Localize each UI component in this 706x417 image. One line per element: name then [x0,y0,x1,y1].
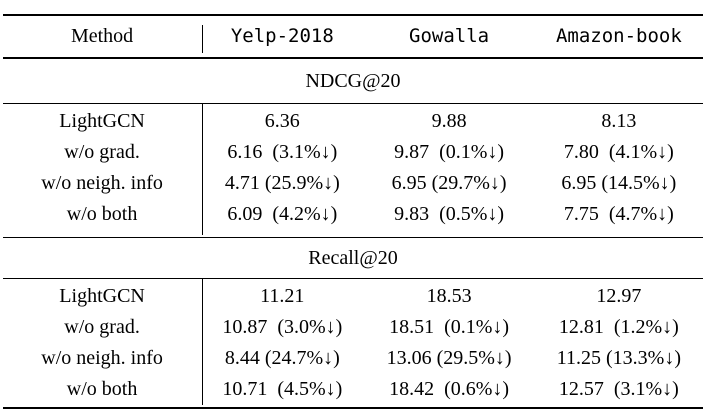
ndcg-section-rule [3,103,703,104]
table-row: w/o both 10.71 (4.5%↓) 18.42 (0.6%↓) 12.… [3,374,703,405]
cell-value: 11.25 (13.3%↓) [556,347,681,369]
mid-section-rule [3,237,703,238]
cell-value: 7.80 (4.1%↓) [563,141,674,163]
table-row: LightGCN 6.36 9.88 8.13 [3,106,703,137]
table-row: w/o both 6.09 (4.2%↓) 9.83 (0.5%↓) 7.75 … [3,199,703,230]
cell-value: 9.87 (0.1%↓) [394,141,505,163]
cell-value: 9.88 [431,110,467,132]
table-row: w/o neigh. info 4.71 (25.9%↓) 6.95 (29.7… [3,168,703,199]
recall-section-rule [3,278,703,279]
ndcg-column-divider [202,104,203,235]
cell-value: 6.95 (29.7%↓) [391,172,507,194]
table-row: LightGCN 11.21 18.53 12.97 [3,281,703,312]
table-header-row: Method Yelp-2018 Gowalla Amazon-book [3,15,703,57]
section-title-ndcg: NDCG@20 [305,69,401,92]
cell-value: 12.57 (3.1%↓) [558,378,679,400]
column-header-amazon-book: Amazon-book [555,25,682,47]
table-row: w/o neigh. info 8.44 (24.7%↓) 13.06 (29.… [3,343,703,374]
cell-value: 11.21 [260,285,305,307]
row-label: LightGCN [59,285,145,307]
column-header-gowalla: Gowalla [409,25,490,47]
cell-value: 18.42 (0.6%↓) [389,378,510,400]
table-row: w/o grad. 10.87 (3.0%↓) 18.51 (0.1%↓) 12… [3,312,703,343]
cell-value: 6.95 (14.5%↓) [561,172,677,194]
cell-value: 13.06 (29.5%↓) [386,347,512,369]
row-label: w/o both [66,203,138,225]
row-label: w/o grad. [64,141,140,163]
row-label: w/o neigh. info [41,347,163,369]
row-label: LightGCN [59,110,145,132]
cell-value: 8.13 [601,110,637,132]
row-label: w/o neigh. info [41,172,163,194]
header-bottom-rule [3,57,703,59]
cell-value: 6.09 (4.2%↓) [227,203,338,225]
recall-column-divider [202,279,203,405]
cell-value: 6.16 (3.1%↓) [227,141,338,163]
row-label: w/o both [66,378,138,400]
cell-value: 7.75 (4.7%↓) [563,203,674,225]
cell-value: 12.97 [596,285,642,307]
method-column-header: Method [70,24,134,47]
row-label: w/o grad. [64,316,140,338]
header-column-divider [202,25,203,53]
section-title-recall: Recall@20 [308,246,398,269]
table-bottom-rule [3,407,703,409]
cell-value: 9.83 (0.5%↓) [394,203,505,225]
cell-value: 4.71 (25.9%↓) [224,172,340,194]
table-row: w/o grad. 6.16 (3.1%↓) 9.87 (0.1%↓) 7.80… [3,137,703,168]
cell-value: 12.81 (1.2%↓) [558,316,679,338]
cell-value: 10.87 (3.0%↓) [222,316,343,338]
cell-value: 8.44 (24.7%↓) [224,347,340,369]
cell-value: 18.51 (0.1%↓) [389,316,510,338]
table-top-rule [3,14,703,16]
cell-value: 10.71 (4.5%↓) [222,378,343,400]
cell-value: 6.36 [264,110,300,132]
cell-value: 18.53 [426,285,472,307]
column-header-yelp-2018: Yelp-2018 [230,25,334,47]
